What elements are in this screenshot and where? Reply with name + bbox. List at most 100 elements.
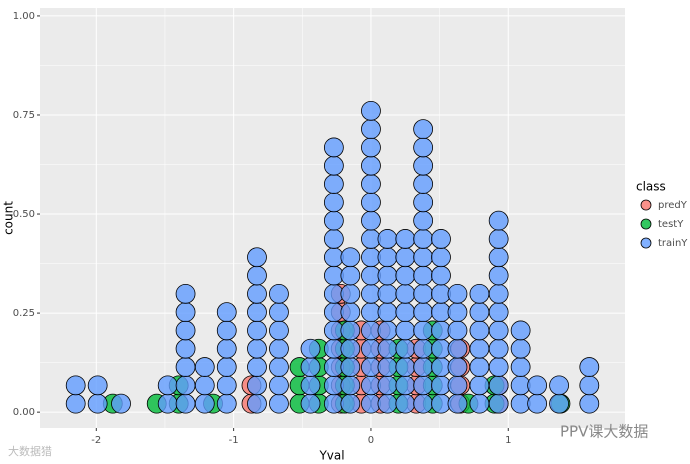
dot	[488, 247, 509, 268]
dot	[361, 119, 381, 140]
legend-label: testY	[658, 219, 684, 230]
dot	[527, 375, 548, 396]
dot	[377, 338, 398, 359]
dot	[488, 393, 509, 414]
dot	[413, 229, 434, 249]
dot	[300, 357, 321, 377]
dot	[194, 393, 215, 414]
watermark: 大数据猎	[8, 444, 52, 458]
dot	[431, 229, 451, 249]
y-tick-label: 0.50	[13, 209, 35, 220]
dot	[269, 320, 289, 341]
dot	[413, 375, 434, 396]
dot	[340, 265, 361, 286]
dot	[488, 338, 509, 359]
dot	[361, 174, 381, 194]
dot	[361, 192, 381, 213]
dot	[579, 357, 600, 377]
dot	[395, 393, 416, 414]
dot	[447, 302, 468, 323]
y-axis-title: count	[2, 201, 16, 235]
legend-title: class	[636, 180, 666, 194]
dot	[247, 393, 267, 414]
dot	[447, 375, 468, 396]
dot	[488, 265, 509, 286]
dot	[549, 393, 569, 414]
dot	[488, 375, 509, 396]
dot	[323, 174, 344, 194]
dot	[323, 229, 344, 249]
dot	[488, 320, 509, 341]
dot	[510, 338, 531, 359]
dot	[269, 302, 289, 323]
dot	[377, 375, 398, 396]
dot	[377, 283, 398, 304]
dot	[510, 357, 531, 377]
dot	[395, 229, 416, 249]
dot	[469, 283, 490, 304]
dot	[269, 283, 289, 304]
dot	[413, 357, 434, 377]
dot	[361, 210, 381, 231]
dot	[216, 393, 237, 414]
dot	[413, 393, 434, 414]
dot	[413, 210, 434, 231]
dot	[469, 320, 490, 341]
legend-key	[640, 237, 652, 249]
dot	[395, 247, 416, 268]
dot	[194, 357, 215, 377]
dot	[247, 247, 267, 268]
x-axis-title: Yval	[318, 449, 344, 463]
dot	[87, 393, 108, 414]
dot	[323, 137, 344, 158]
dot	[377, 320, 398, 341]
legend-key	[640, 199, 652, 211]
dot	[65, 393, 86, 414]
y-tick-label: 0.75	[13, 110, 35, 121]
dot	[361, 100, 381, 121]
dot	[175, 283, 196, 304]
dot	[413, 119, 434, 140]
dot	[395, 320, 416, 341]
dot	[469, 338, 490, 359]
dot	[300, 338, 321, 359]
dot	[361, 155, 381, 176]
dot	[111, 393, 131, 414]
dot	[431, 265, 451, 286]
x-tick-label: 1	[505, 435, 511, 446]
x-tick-label: -1	[229, 435, 239, 446]
dot	[488, 283, 509, 304]
dot	[247, 375, 267, 396]
dot	[579, 393, 600, 414]
dot	[216, 338, 237, 359]
dot	[340, 302, 361, 323]
dot	[377, 265, 398, 286]
dot	[395, 265, 416, 286]
dot	[65, 375, 86, 396]
dot	[269, 357, 289, 377]
dot	[216, 320, 237, 341]
dot	[413, 283, 434, 304]
dot	[340, 375, 361, 396]
y-tick-label: 1.00	[13, 11, 35, 22]
dot	[247, 302, 267, 323]
dot	[377, 393, 398, 414]
dot	[395, 375, 416, 396]
dot	[488, 357, 509, 377]
dot	[340, 357, 361, 377]
dot	[488, 229, 509, 249]
legend-key	[640, 218, 652, 230]
dot	[269, 393, 289, 414]
dot	[447, 357, 468, 377]
dot	[216, 357, 237, 377]
dot	[175, 338, 196, 359]
dot	[247, 338, 267, 359]
dot	[361, 137, 381, 158]
dot	[413, 320, 434, 341]
dot	[247, 357, 267, 377]
dot	[377, 247, 398, 268]
dot	[413, 174, 434, 194]
dot	[175, 375, 196, 396]
dot	[447, 393, 468, 414]
